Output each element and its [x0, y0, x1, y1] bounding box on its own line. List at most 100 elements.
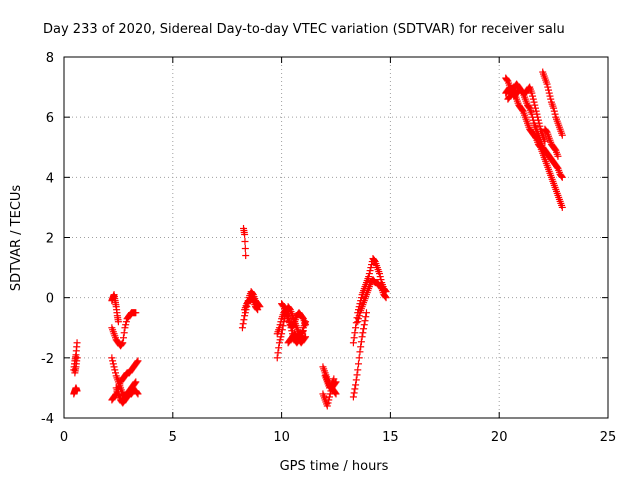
- data-point: [376, 273, 384, 281]
- data-point: [355, 312, 363, 320]
- data-point: [131, 379, 139, 387]
- data-point: [518, 106, 526, 114]
- y-tick-label: -2: [41, 352, 54, 367]
- data-point: [132, 378, 140, 386]
- data-point: [241, 230, 249, 238]
- y-tick-label: 0: [46, 292, 54, 307]
- data-point: [111, 369, 119, 377]
- data-point: [108, 354, 116, 362]
- data-point: [359, 329, 367, 337]
- data-point: [558, 172, 566, 180]
- data-point: [550, 104, 558, 112]
- x-tick-label: 20: [491, 430, 508, 445]
- data-point: [352, 381, 360, 389]
- data-point: [366, 267, 374, 275]
- data-point: [330, 375, 338, 383]
- data-point: [350, 389, 358, 397]
- data-point: [241, 312, 249, 320]
- data-point: [546, 92, 554, 100]
- data-point: [133, 358, 141, 366]
- data-point: [356, 348, 364, 356]
- data-point: [554, 152, 562, 160]
- data-point: [352, 319, 360, 327]
- data-point: [277, 318, 285, 326]
- data-point: [254, 306, 262, 314]
- data-point: [354, 360, 362, 368]
- data-point: [534, 113, 542, 121]
- data-point: [239, 320, 247, 328]
- data-point: [558, 203, 566, 211]
- data-point: [132, 309, 140, 317]
- data-point: [120, 329, 128, 337]
- data-point: [134, 357, 142, 365]
- data-point: [357, 338, 365, 346]
- y-tick-label: 6: [46, 111, 54, 126]
- data-point: [111, 366, 119, 374]
- data-point: [275, 324, 283, 332]
- y-tick-label: 2: [46, 232, 54, 247]
- data-point: [299, 314, 307, 322]
- data-point: [73, 387, 81, 395]
- data-point: [553, 163, 561, 171]
- data-point: [531, 104, 539, 112]
- data-point: [241, 245, 249, 253]
- data-point: [376, 270, 384, 278]
- y-axis-label: SDTVAR / TECUs: [9, 185, 24, 292]
- data-point: [275, 344, 283, 352]
- data-point: [299, 327, 307, 335]
- data-point: [529, 95, 537, 103]
- data-point: [133, 389, 141, 397]
- data-points: [70, 68, 566, 410]
- data-point: [358, 333, 366, 341]
- data-point: [276, 321, 284, 329]
- y-tick-label: 8: [46, 51, 54, 66]
- data-point: [355, 354, 363, 362]
- data-point: [324, 399, 332, 407]
- data-point: [545, 86, 553, 94]
- data-point: [327, 382, 335, 390]
- x-tick-label: 0: [60, 430, 68, 445]
- chart-title: Day 233 of 2020, Sidereal Day-to-day VTE…: [43, 22, 565, 37]
- data-point: [367, 264, 375, 272]
- data-point: [535, 119, 543, 127]
- data-point: [543, 80, 551, 88]
- data-point: [350, 334, 358, 342]
- data-point: [119, 339, 127, 347]
- data-point: [134, 390, 142, 398]
- data-point: [361, 317, 369, 325]
- data-point: [558, 131, 566, 139]
- data-point: [536, 122, 544, 130]
- data-point: [545, 89, 553, 97]
- data-point: [331, 389, 339, 397]
- data-point: [349, 393, 357, 401]
- data-point: [365, 270, 373, 278]
- data-point: [114, 318, 122, 326]
- data-point: [360, 325, 368, 333]
- data-point: [242, 252, 250, 260]
- x-tick-label: 5: [169, 430, 177, 445]
- data-point: [352, 376, 360, 384]
- data-point: [299, 328, 307, 336]
- data-point: [277, 333, 285, 341]
- data-point: [302, 321, 310, 329]
- data-point: [122, 318, 130, 326]
- data-point: [530, 98, 538, 106]
- data-point: [362, 313, 370, 321]
- data-point: [275, 339, 283, 347]
- x-tick-label: 25: [600, 430, 617, 445]
- data-point: [249, 290, 257, 298]
- data-point: [542, 127, 550, 135]
- data-point: [273, 354, 281, 362]
- y-tick-label: -4: [41, 412, 54, 427]
- data-point: [349, 339, 357, 347]
- data-point: [357, 343, 365, 351]
- data-point: [531, 101, 539, 109]
- data-point: [534, 116, 542, 124]
- data-point: [541, 137, 549, 145]
- data-point: [249, 296, 257, 304]
- data-point: [332, 390, 340, 398]
- data-point: [110, 363, 118, 371]
- data-point: [551, 110, 559, 118]
- data-point: [525, 103, 533, 111]
